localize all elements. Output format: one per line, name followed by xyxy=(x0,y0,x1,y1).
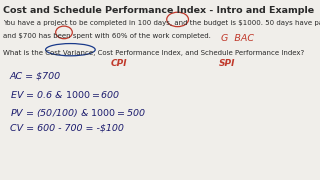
Text: G  BAC: G BAC xyxy=(221,34,254,43)
Text: PV = (50/100) & $1000 = $500: PV = (50/100) & $1000 = $500 xyxy=(10,107,146,119)
Text: EV = 0.6 & $1000 = $600: EV = 0.6 & $1000 = $600 xyxy=(10,89,120,100)
Text: What is the Cost Variance, Cost Performance Index, and Schedule Performance Inde: What is the Cost Variance, Cost Performa… xyxy=(3,50,304,56)
Text: CV = 600 - 700 = -$100: CV = 600 - 700 = -$100 xyxy=(10,124,124,133)
Text: CPI: CPI xyxy=(110,59,127,68)
Text: You have a project to be completed in 100 days, and the budget is $1000. 50 days: You have a project to be completed in 10… xyxy=(3,20,320,26)
Text: Cost and Schedule Performance Index - Intro and Example: Cost and Schedule Performance Index - In… xyxy=(3,6,314,15)
Text: SPI: SPI xyxy=(219,59,236,68)
Text: AC = $700: AC = $700 xyxy=(10,72,61,81)
Text: and $700 has been spent with 60% of the work completed.: and $700 has been spent with 60% of the … xyxy=(3,33,211,39)
